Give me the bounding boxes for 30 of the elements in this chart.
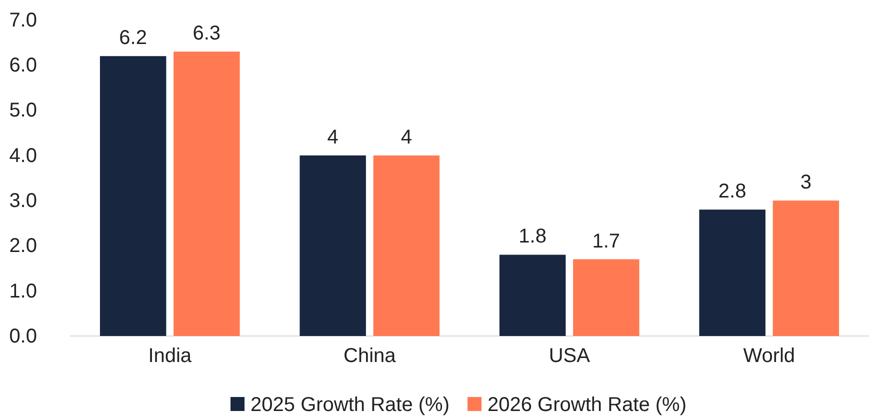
y-tick-label: 7.0 (9, 9, 37, 32)
bar (699, 210, 766, 336)
legend-label: 2025 Growth Rate (%) (250, 394, 450, 416)
bar (499, 254, 566, 336)
data-label: 4 (327, 126, 338, 148)
data-label: 4 (400, 126, 412, 148)
y-tick-label: 3.0 (9, 190, 37, 212)
bar (174, 52, 240, 336)
bar (573, 259, 640, 336)
y-tick-label: 0.0 (9, 325, 37, 348)
bar (300, 155, 366, 336)
y-tick-label: 4.0 (9, 144, 37, 167)
y-tick-label: 6.0 (9, 54, 37, 77)
data-label: 1.8 (518, 226, 546, 248)
data-label: 6.2 (119, 27, 147, 50)
bar (373, 155, 440, 336)
x-tick-label: China (343, 345, 397, 368)
bar (100, 56, 166, 336)
bar (772, 200, 840, 336)
y-tick-label: 5.0 (9, 100, 37, 122)
x-tick-label: World (743, 345, 796, 368)
data-label: 2.8 (718, 180, 746, 203)
data-label: 1.7 (592, 230, 620, 252)
x-tick-label: India (148, 345, 192, 368)
data-label: 6.3 (192, 22, 221, 45)
x-tick-label: USA (548, 345, 591, 368)
y-tick-label: 2.0 (9, 235, 37, 258)
legend-label: 2026 Growth Rate (%) (488, 394, 686, 416)
y-tick-label: 1.0 (9, 280, 37, 302)
data-label: 3 (800, 172, 812, 194)
